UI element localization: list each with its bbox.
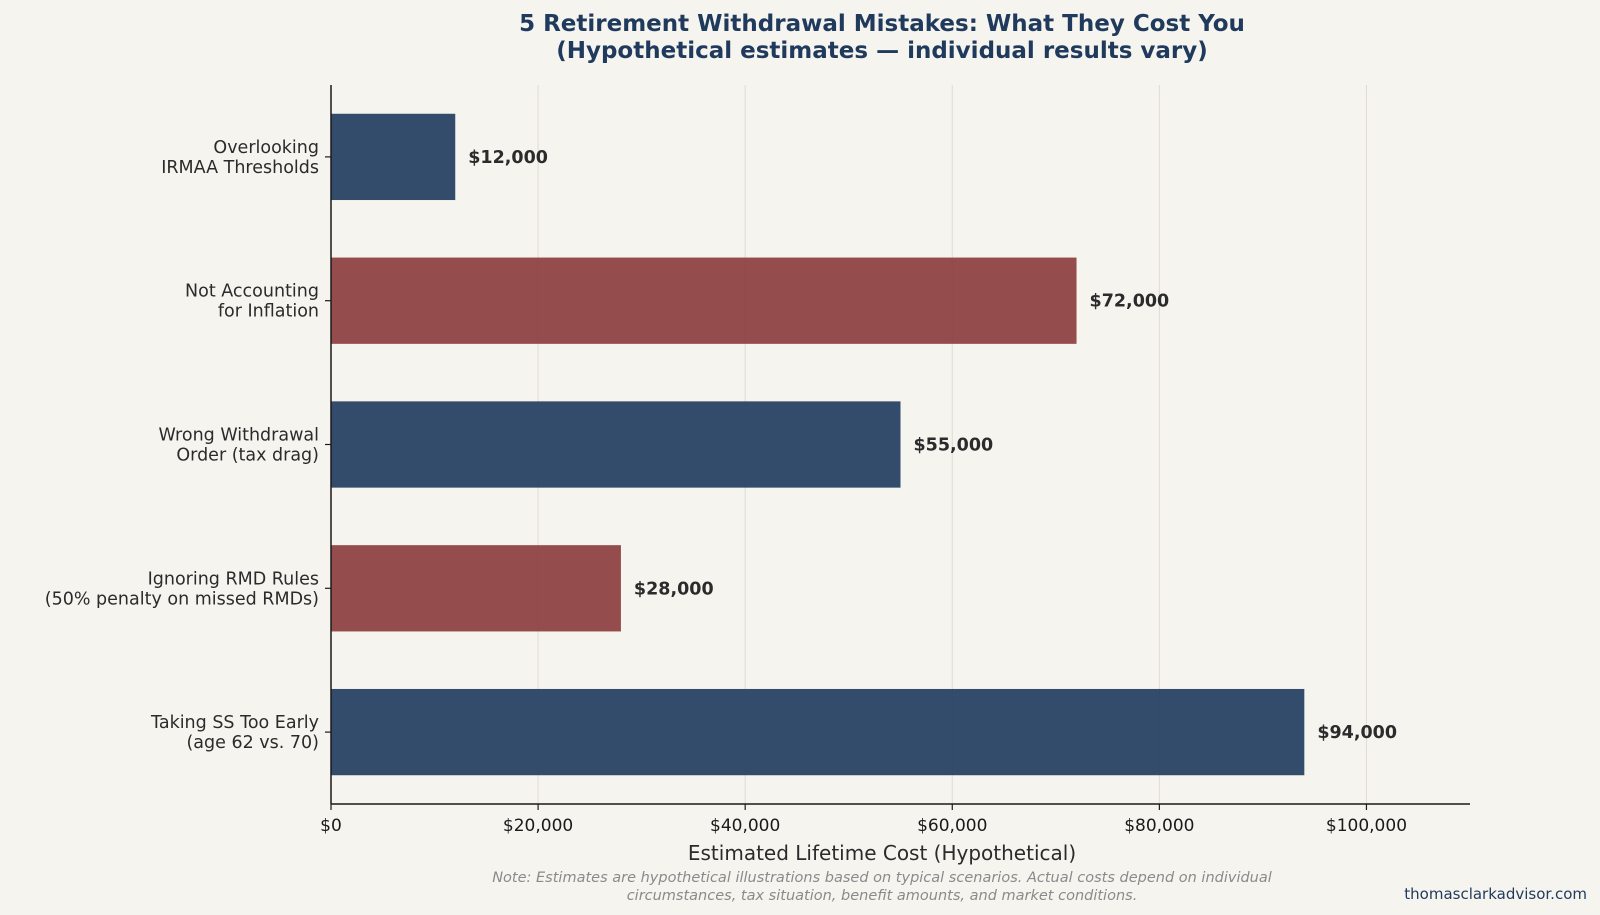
x-tick-label-2: $40,000 — [710, 816, 780, 836]
footnote-line-2: circumstances, tax situation, benefit am… — [627, 888, 1138, 904]
category-label-4-line-1: (age 62 vs. 70) — [186, 733, 319, 753]
category-label-4-line-0: Taking SS Too Early — [150, 713, 319, 733]
category-label-1-line-0: Not Accounting — [185, 282, 319, 302]
value-label-2: $55,000 — [914, 436, 994, 456]
x-axis-label: Estimated Lifetime Cost (Hypothetical) — [688, 841, 1076, 865]
bar-3 — [331, 545, 621, 632]
value-label-0: $12,000 — [468, 148, 548, 168]
value-label-3: $28,000 — [634, 579, 714, 599]
footnote-line-1: Note: Estimates are hypothetical illustr… — [492, 870, 1272, 886]
chart-title: 5 Retirement Withdrawal Mistakes: What T… — [519, 11, 1245, 37]
x-tick-label-3: $60,000 — [917, 816, 987, 836]
footnote: Note: Estimates are hypothetical illustr… — [492, 870, 1272, 904]
chart-subtitle: (Hypothetical estimates — individual res… — [556, 38, 1208, 64]
category-label-2-line-0: Wrong Withdrawal — [159, 426, 319, 446]
category-label-3-line-1: (50% penalty on missed RMDs) — [45, 589, 319, 609]
x-tick-label-4: $80,000 — [1124, 816, 1194, 836]
bars — [331, 113, 1305, 776]
watermark-site: thomasclarkadvisor.com — [1404, 885, 1587, 903]
bar-0 — [331, 113, 456, 201]
x-tick-label-1: $20,000 — [503, 816, 573, 836]
category-label-0-line-0: Overlooking — [213, 138, 319, 158]
x-tick-label-5: $100,000 — [1326, 816, 1407, 836]
axes: $0 $20,000 $40,000 $60,000 $80,000 $100,000 — [320, 85, 1470, 836]
bar-4 — [331, 688, 1305, 776]
category-label-0-line-1: IRMAA Thresholds — [161, 158, 319, 178]
value-label-1: $72,000 — [1090, 292, 1170, 312]
value-label-4: $94,000 — [1317, 723, 1397, 743]
x-tick-label-0: $0 — [320, 816, 342, 836]
category-label-3-line-0: Ignoring RMD Rules — [148, 569, 319, 589]
category-label-2-line-1: Order (tax drag) — [176, 446, 319, 466]
bar-1 — [331, 257, 1077, 344]
chart-title-group: 5 Retirement Withdrawal Mistakes: What T… — [519, 11, 1245, 64]
bar-2 — [331, 401, 901, 488]
category-label-1-line-1: for Inflation — [218, 302, 319, 322]
